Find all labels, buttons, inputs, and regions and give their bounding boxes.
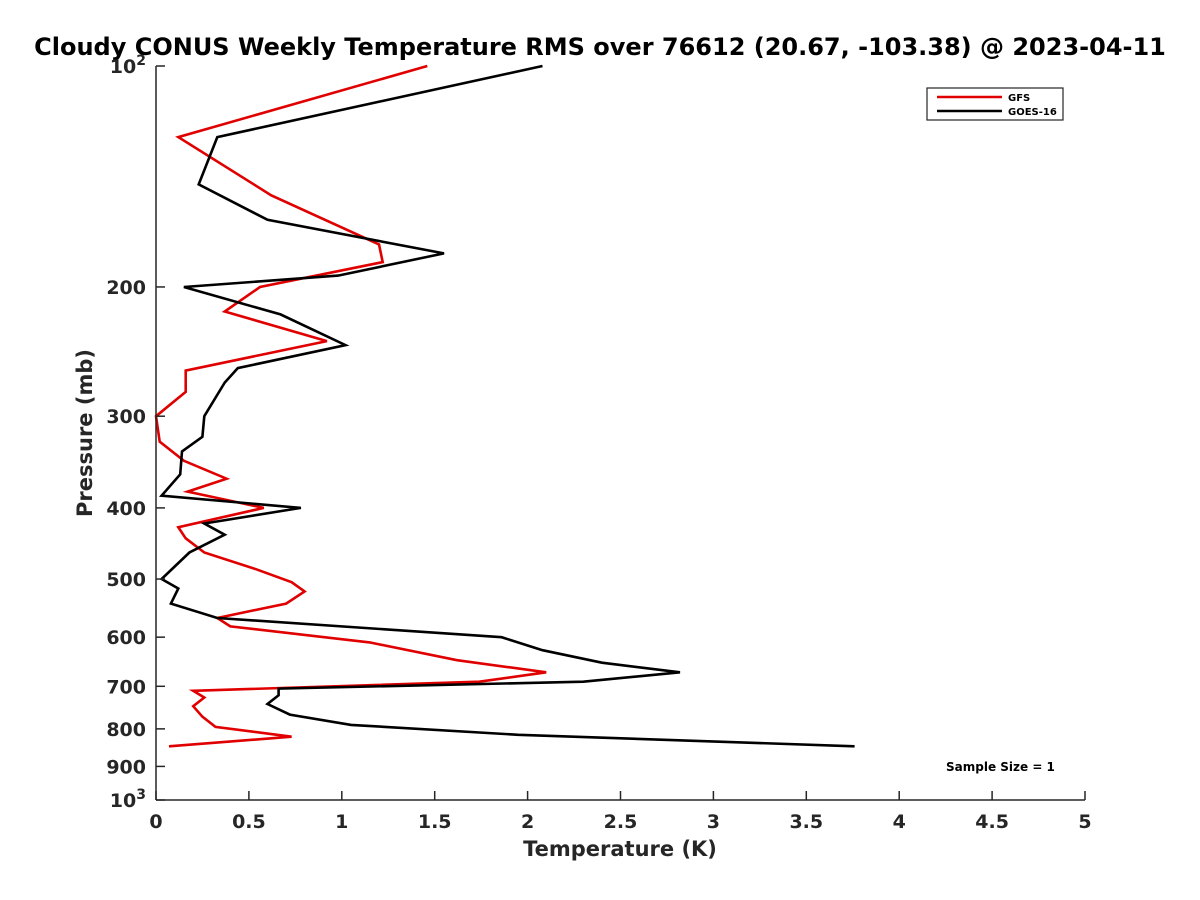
x-axis-ticks: 0 0.5 1 1.5 2 2.5 3 3.5 4 4.5 5 <box>149 791 1092 833</box>
y-tick-label: 300 <box>106 406 146 428</box>
y-tick-label: 700 <box>106 676 146 698</box>
series-line-gfs <box>154 64 547 748</box>
x-tick-label: 1.5 <box>418 811 452 833</box>
legend-box <box>926 87 1064 121</box>
x-tick-label: 2.5 <box>604 811 638 833</box>
y-tick-label: 600 <box>106 627 146 649</box>
legend-label-goes16: GOES-16 <box>1008 107 1057 118</box>
x-axis-label: Temperature (K) <box>523 837 717 861</box>
x-tick-label: 0 <box>149 811 162 833</box>
x-tick-label: 4.5 <box>975 811 1009 833</box>
y-tick-label: 200 <box>106 277 146 299</box>
series-line-goes-16 <box>158 64 855 748</box>
x-tick-label: 3 <box>707 811 720 833</box>
legend: GFS GOES-16 <box>926 87 1064 121</box>
y-tick-label: 500 <box>106 569 146 591</box>
x-tick-label: 0.5 <box>232 811 266 833</box>
chart-title: Cloudy CONUS Weekly Temperature RMS over… <box>34 33 1166 61</box>
y-tick-label: 400 <box>106 498 146 520</box>
sample-size-annotation: Sample Size = 1 <box>946 760 1055 774</box>
x-tick-label: 3.5 <box>789 811 823 833</box>
y-axis-ticks: 102 200 300 400 500 600 700 800 900 103 <box>106 53 165 812</box>
y-tick-label: 102 <box>110 53 146 78</box>
x-tick-label: 5 <box>1078 811 1091 833</box>
x-tick-label: 1 <box>335 811 348 833</box>
series-layer <box>154 64 855 748</box>
y-tick-label: 800 <box>106 719 146 741</box>
legend-label-gfs: GFS <box>1008 93 1030 104</box>
y-tick-label: 900 <box>106 756 146 778</box>
x-tick-label: 4 <box>893 811 906 833</box>
y-axis-label: Pressure (mb) <box>73 349 97 517</box>
y-tick-label: 103 <box>110 787 146 812</box>
axes-layer <box>155 66 1085 801</box>
x-tick-label: 2 <box>521 811 534 833</box>
